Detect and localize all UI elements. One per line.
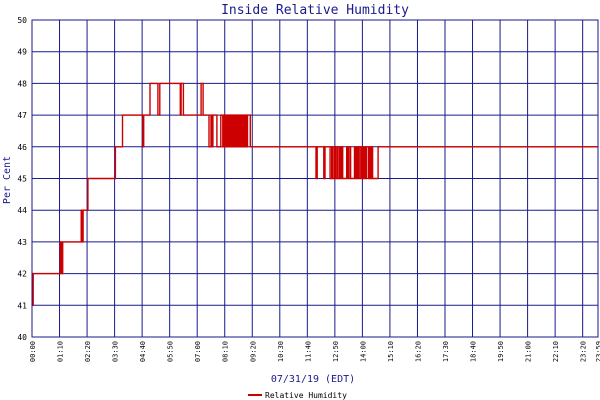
- x-tick-label: 08:10: [222, 341, 230, 362]
- x-axis-label: 07/31/19 (EDT): [271, 374, 355, 385]
- x-tick-label: 07:00: [194, 341, 202, 362]
- y-tick-label: 43: [17, 238, 27, 247]
- x-tick-label: 23:20: [580, 341, 588, 362]
- x-tick-label: 22:10: [552, 341, 560, 362]
- series-line-relative-humidity: [32, 82, 598, 306]
- x-tick-label: 23:59: [595, 341, 600, 362]
- x-tick-label: 09:20: [249, 341, 257, 362]
- y-tick-label: 44: [17, 206, 27, 215]
- y-tick-label: 41: [17, 301, 27, 310]
- chart-title: Inside Relative Humidity: [221, 3, 409, 18]
- y-tick-label: 48: [17, 79, 27, 88]
- series-group: [32, 82, 598, 306]
- x-tick-label: 21:00: [525, 341, 533, 362]
- x-tick-label: 11:40: [304, 341, 312, 362]
- x-tick-label: 17:30: [442, 341, 450, 362]
- y-tick-label: 40: [17, 333, 27, 342]
- grid: [31, 19, 599, 338]
- y-tick-label: 49: [17, 48, 27, 57]
- y-axis-label: Per Cent: [2, 156, 13, 204]
- y-tick-label: 42: [17, 270, 27, 279]
- y-tick-label: 46: [17, 143, 27, 152]
- x-tick-label: 15:10: [387, 341, 395, 362]
- y-tick-label: 50: [17, 16, 27, 25]
- x-tick-labels: 00:00 01:10 02:20 03:30 04:40 05:50 07:00 08:10…: [29, 341, 600, 362]
- x-tick-label: 04:40: [139, 341, 147, 362]
- x-tick-label: 05:50: [167, 341, 175, 362]
- x-tick-label: 12:50: [332, 341, 340, 362]
- legend-label: Relative Humidity: [265, 391, 347, 400]
- y-tick-labels: 40 41 42 43 44 45 46 47 48 49 50: [17, 16, 27, 342]
- y-tick-label: 47: [17, 111, 27, 120]
- plot-frame: [31, 19, 599, 338]
- x-tick-label: 00:00: [29, 341, 37, 362]
- x-tick-label: 01:10: [57, 341, 65, 362]
- x-tick-label: 19:50: [497, 341, 505, 362]
- x-tick-label: 02:20: [84, 341, 92, 362]
- legend: Relative Humidity: [248, 391, 347, 400]
- x-tick-label: 03:30: [112, 341, 120, 362]
- y-tick-label: 45: [17, 175, 27, 184]
- x-tick-label: 18:40: [470, 341, 478, 362]
- x-tick-label: 10:30: [277, 341, 285, 362]
- x-tick-label: 14:00: [359, 341, 367, 362]
- x-tick-label: 16:20: [414, 341, 422, 362]
